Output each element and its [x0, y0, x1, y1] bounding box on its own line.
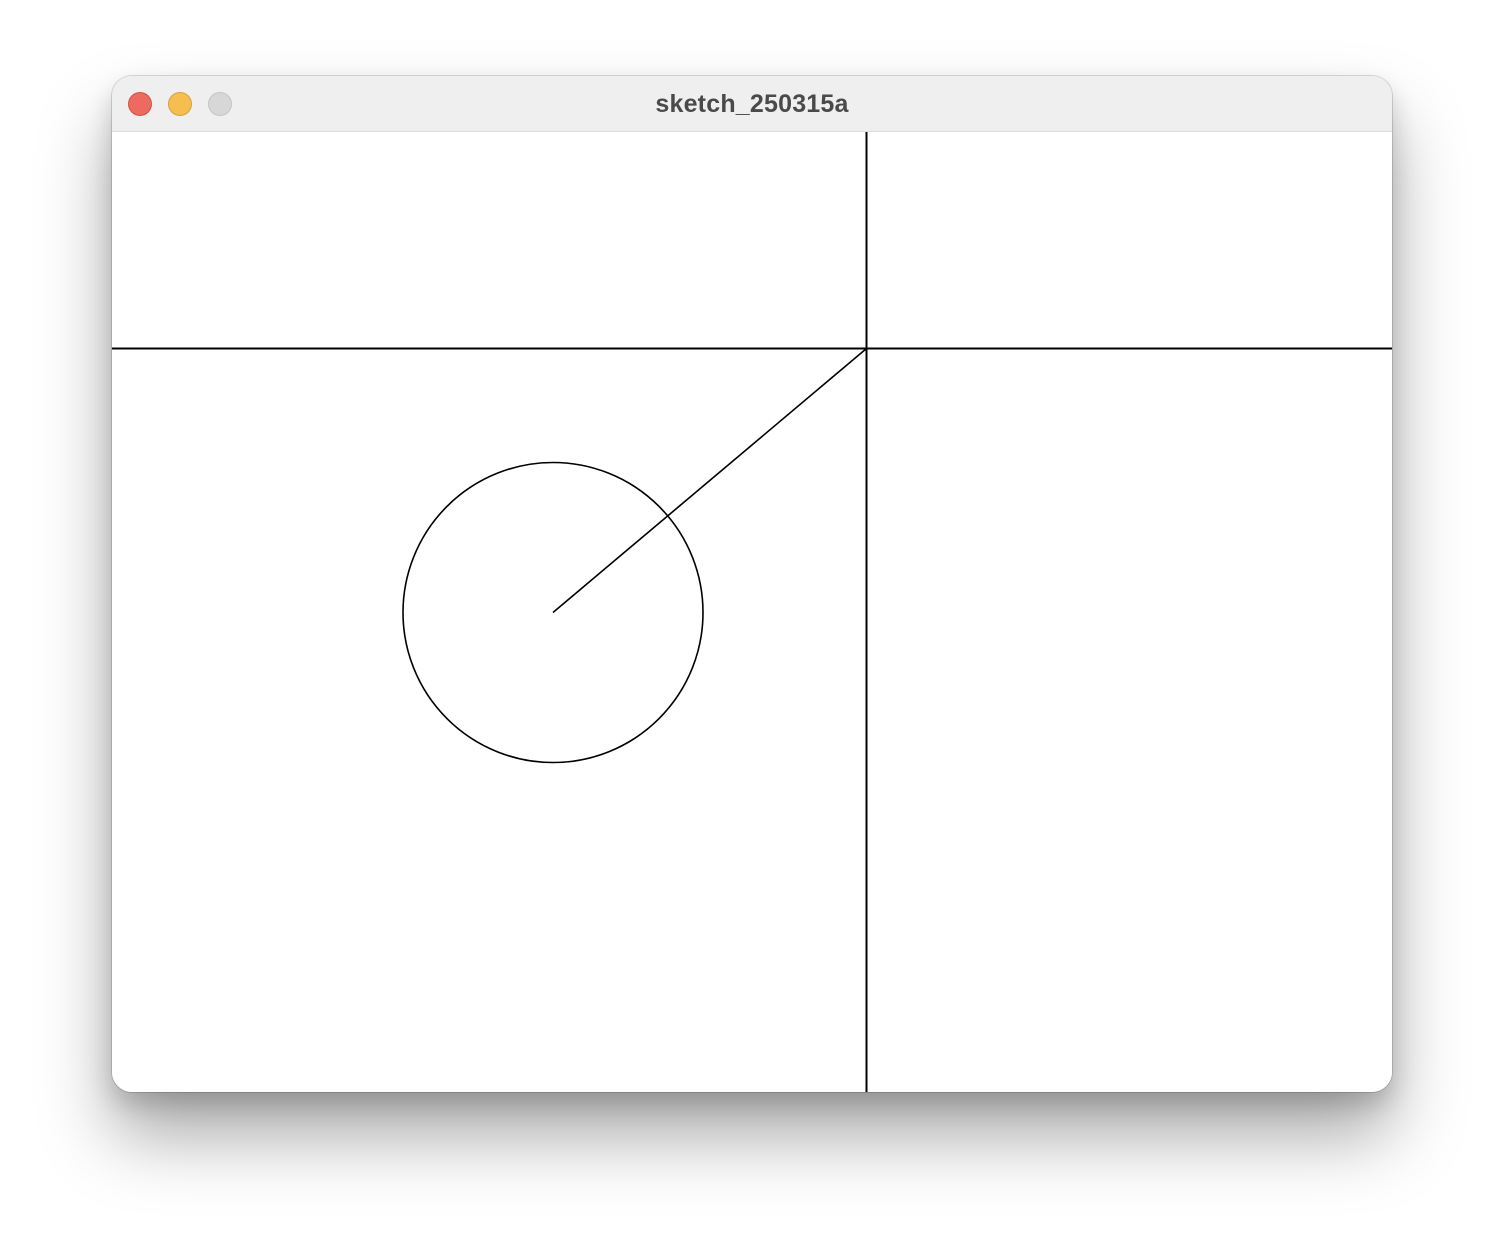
sketch-drawing: [112, 132, 1392, 1092]
sketch-canvas[interactable]: [112, 132, 1392, 1092]
circle-shape: [402, 461, 704, 764]
sketch-window: sketch_250315a: [112, 76, 1392, 1092]
minimize-button[interactable]: [168, 92, 192, 116]
radius-line: [552, 347, 868, 614]
title-bar[interactable]: sketch_250315a: [112, 76, 1392, 132]
zoom-button[interactable]: [208, 92, 232, 116]
close-button[interactable]: [128, 92, 152, 116]
window-title: sketch_250315a: [655, 90, 849, 118]
